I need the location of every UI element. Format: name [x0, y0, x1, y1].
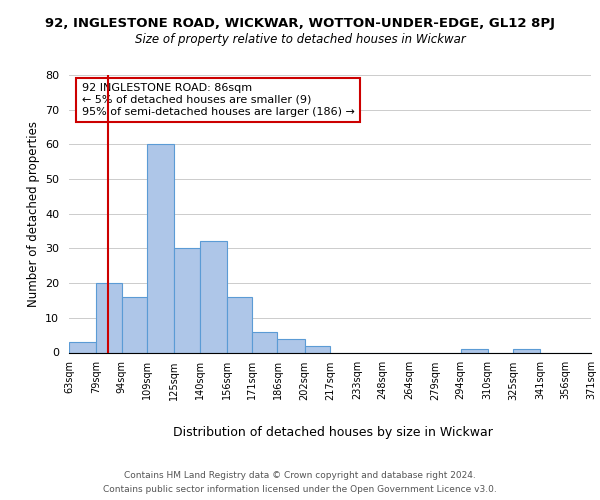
Bar [69, 342, 96, 352]
Bar [305, 346, 330, 352]
Bar [174, 248, 200, 352]
Bar [200, 242, 227, 352]
Text: Distribution of detached houses by size in Wickwar: Distribution of detached houses by size … [173, 426, 493, 439]
Bar [147, 144, 174, 352]
Text: 92 INGLESTONE ROAD: 86sqm
← 5% of detached houses are smaller (9)
95% of semi-de: 92 INGLESTONE ROAD: 86sqm ← 5% of detach… [82, 84, 355, 116]
Bar [227, 297, 252, 352]
Bar [122, 297, 147, 352]
Text: Size of property relative to detached houses in Wickwar: Size of property relative to detached ho… [134, 32, 466, 46]
Bar [277, 338, 305, 352]
Bar [461, 349, 488, 352]
Text: Contains public sector information licensed under the Open Government Licence v3: Contains public sector information licen… [103, 484, 497, 494]
Y-axis label: Number of detached properties: Number of detached properties [26, 120, 40, 306]
Bar [252, 332, 277, 352]
Bar [513, 349, 540, 352]
Text: 92, INGLESTONE ROAD, WICKWAR, WOTTON-UNDER-EDGE, GL12 8PJ: 92, INGLESTONE ROAD, WICKWAR, WOTTON-UND… [45, 18, 555, 30]
Bar [96, 283, 122, 352]
Text: Contains HM Land Registry data © Crown copyright and database right 2024.: Contains HM Land Registry data © Crown c… [124, 472, 476, 480]
